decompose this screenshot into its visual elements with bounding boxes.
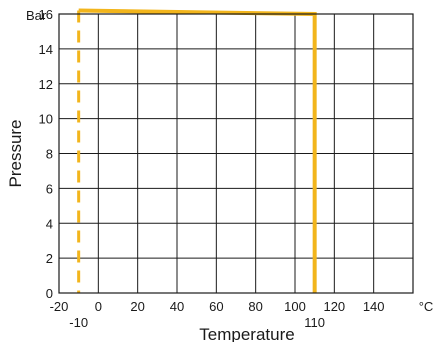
y-tick-label: 0 [46, 286, 53, 301]
x-tick-label: 60 [209, 299, 223, 314]
y-axis-title: Pressure [6, 119, 25, 187]
x-tick-label: 100 [284, 299, 306, 314]
y-tick-label: 6 [46, 181, 53, 196]
x-unit-label: °C [419, 299, 433, 314]
x-tick-label: 80 [248, 299, 262, 314]
x-tick-label: 0 [95, 299, 102, 314]
y-tick-label: 12 [39, 77, 53, 92]
y-tick-label: 10 [39, 112, 53, 127]
x-tick-label: -20 [50, 299, 69, 314]
x-tick-label: 140 [363, 299, 385, 314]
y-tick-label: 2 [46, 251, 53, 266]
x-tick-label: 120 [323, 299, 345, 314]
x-annotation-label: 110 [304, 315, 325, 330]
solid-series-line [78, 8, 317, 293]
y-tick-label: 16 [39, 7, 53, 22]
y-tick-label: 8 [46, 147, 53, 162]
x-annotation-label: -10 [69, 315, 88, 330]
plot-frame [58, 13, 414, 294]
y-unit-label: Bar [26, 8, 47, 23]
y-tick-label: 4 [46, 216, 53, 231]
x-axis-title: Temperature [199, 325, 294, 342]
grid [59, 14, 413, 293]
x-tick-label: 40 [170, 299, 184, 314]
y-tick-label: 14 [39, 42, 53, 57]
series-layer [77, 8, 317, 293]
x-tick-label: 20 [130, 299, 144, 314]
